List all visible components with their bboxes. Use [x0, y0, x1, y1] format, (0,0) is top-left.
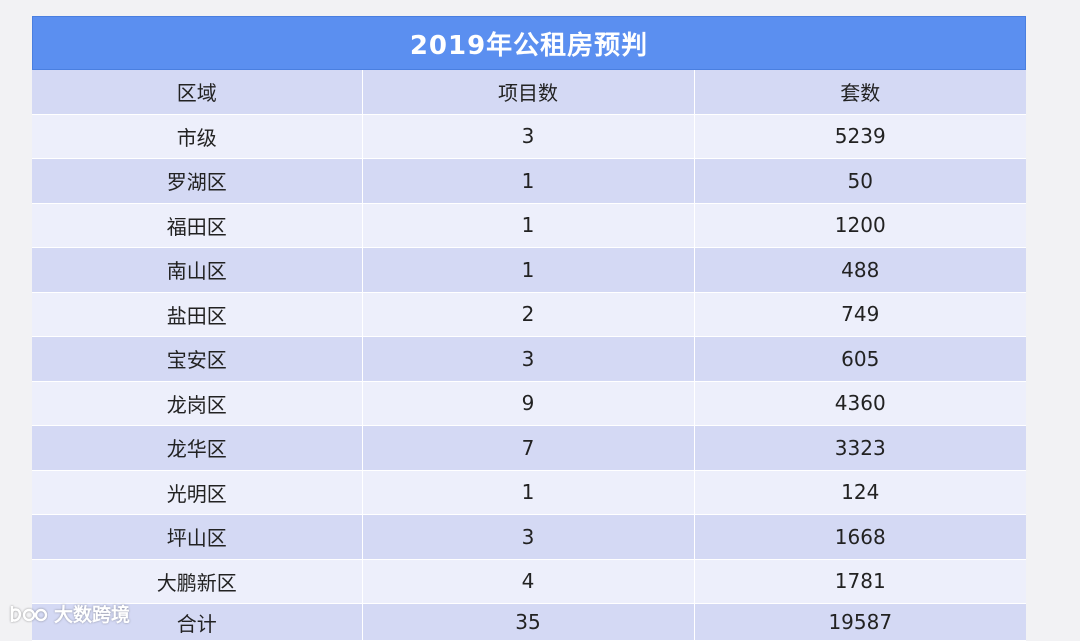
cell-units: 124 [694, 470, 1026, 515]
data-table: 区域 项目数 套数 市级 3 5239 罗湖区 1 50 福田区 1 1200 … [32, 70, 1026, 641]
cell-units: 605 [694, 336, 1026, 382]
cell-district: 坪山区 [32, 514, 363, 560]
cell-district: 盐田区 [32, 292, 363, 337]
cell-projects: 1 [362, 203, 695, 248]
table-row: 福田区 1 1200 [32, 203, 1026, 248]
cell-projects: 7 [362, 425, 695, 471]
table-row: 南山区 1 488 [32, 247, 1026, 293]
column-header: 套数 [694, 70, 1026, 115]
cell-projects: 1 [362, 247, 695, 293]
cell-district: 大鹏新区 [32, 559, 363, 604]
cell-district: 罗湖区 [32, 158, 363, 204]
cell-district: 龙华区 [32, 425, 363, 471]
cell-units: 4360 [694, 381, 1026, 426]
cell-district: 龙岗区 [32, 381, 363, 426]
cell-projects: 3 [362, 336, 695, 382]
table-row: 龙岗区 9 4360 [32, 381, 1026, 426]
cell-units: 3323 [694, 425, 1026, 471]
table-header-row: 区域 项目数 套数 [32, 70, 1026, 115]
cell-projects: 1 [362, 470, 695, 515]
table-row: 龙华区 7 3323 [32, 425, 1026, 471]
table-row: 盐田区 2 749 [32, 292, 1026, 337]
cell-district: 宝安区 [32, 336, 363, 382]
cell-projects: 3 [362, 114, 695, 159]
table-row: 市级 3 5239 [32, 114, 1026, 159]
cell-projects: 35 [362, 603, 695, 641]
table-row: 坪山区 3 1668 [32, 514, 1026, 560]
table-row: 光明区 1 124 [32, 470, 1026, 515]
table-title: 2019年公租房预判 [32, 16, 1026, 70]
cell-projects: 3 [362, 514, 695, 560]
cell-units: 749 [694, 292, 1026, 337]
table-row: 罗湖区 1 50 [32, 158, 1026, 204]
cell-projects: 2 [362, 292, 695, 337]
cell-district: 市级 [32, 114, 363, 159]
column-header: 区域 [32, 70, 363, 115]
public-housing-table: 2019年公租房预判 区域 项目数 套数 市级 3 5239 罗湖区 1 50 … [32, 16, 1026, 641]
table-total-row: 合计 35 19587 [32, 603, 1026, 641]
cell-units: 5239 [694, 114, 1026, 159]
cell-district: 光明区 [32, 470, 363, 515]
cell-projects: 9 [362, 381, 695, 426]
watermark-text: 大数跨境 [54, 604, 131, 626]
cell-projects: 1 [362, 158, 695, 204]
cell-units: 488 [694, 247, 1026, 293]
bdo-logo-icon [8, 602, 48, 626]
cell-units: 1200 [694, 203, 1026, 248]
cell-district: 福田区 [32, 203, 363, 248]
cell-district: 南山区 [32, 247, 363, 293]
cell-units: 1668 [694, 514, 1026, 560]
table-row: 大鹏新区 4 1781 [32, 559, 1026, 604]
cell-district: 合计 [32, 603, 363, 641]
column-header: 项目数 [362, 70, 695, 115]
cell-projects: 4 [362, 559, 695, 604]
cell-units: 19587 [694, 603, 1026, 641]
cell-units: 1781 [694, 559, 1026, 604]
table-row: 宝安区 3 605 [32, 336, 1026, 382]
cell-units: 50 [694, 158, 1026, 204]
watermark: 大数跨境 [8, 600, 130, 627]
